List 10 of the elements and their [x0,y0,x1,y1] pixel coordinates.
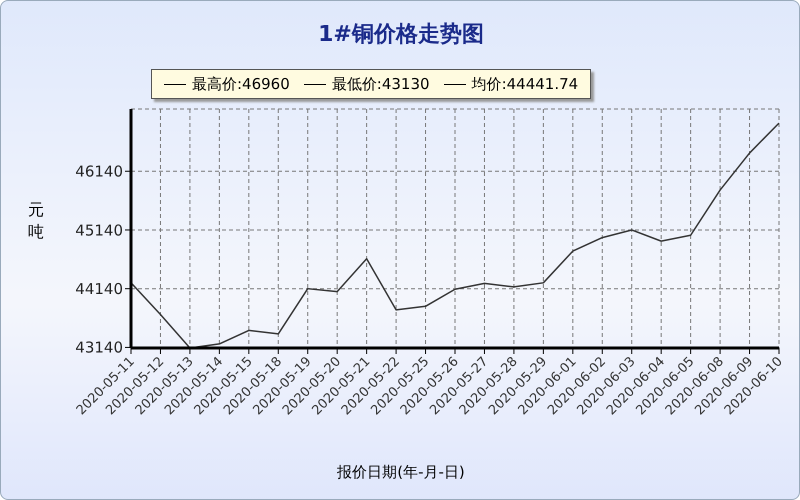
y-tick-label: 46140 [75,162,123,181]
text: 最低价:43130 [332,74,430,94]
chart-title: 1#铜价格走势图 [317,21,485,49]
x-axis-title: 报价日期(年-月-日) [336,463,466,482]
text: 最高价:46960 [192,74,290,94]
y-tick-label: 43140 [75,338,123,357]
y-axis-title: 元吨 [27,199,45,243]
text: 均价:44441.74 [472,74,578,94]
y-tick-label: 44140 [75,280,123,298]
y-tick-label: 45140 [75,221,123,240]
